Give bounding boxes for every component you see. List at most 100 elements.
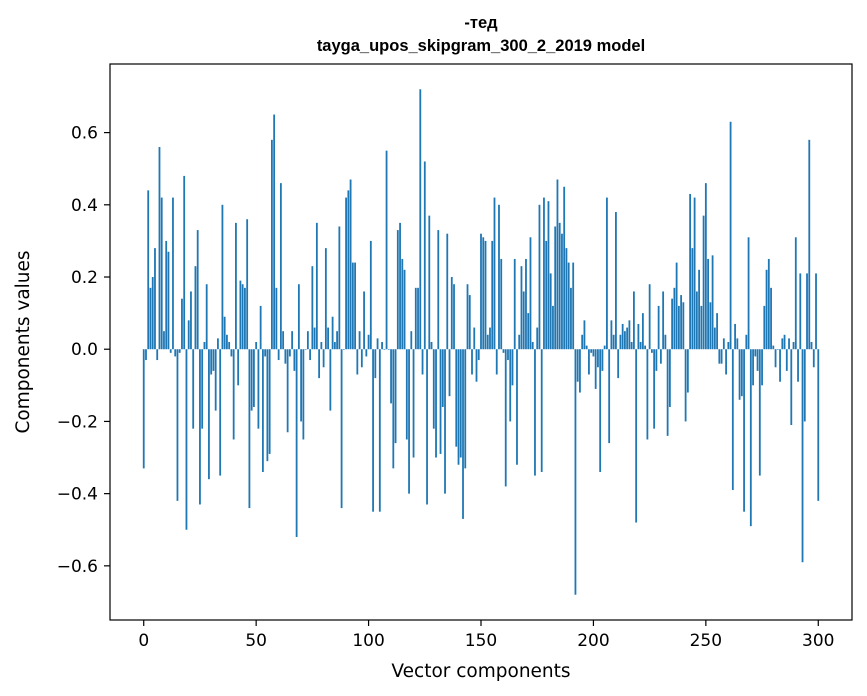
y-tick-label: −0.4: [57, 485, 98, 505]
bar-171: [527, 313, 530, 350]
bar-95: [356, 349, 359, 375]
bar-237: [675, 262, 678, 350]
bar-199: [590, 349, 593, 353]
bar-156: [493, 197, 496, 350]
bar-101: [369, 240, 372, 350]
bar-116: [403, 269, 406, 350]
bar-292: [799, 273, 802, 350]
bar-284: [781, 338, 784, 350]
bar-271: [752, 349, 754, 386]
chart-title-line-2: tayga_upos_skipgram_300_2_2019 model: [317, 37, 645, 55]
bar-11: [167, 251, 170, 350]
bar-82: [327, 327, 329, 350]
bar-142: [462, 349, 464, 519]
bar-170: [525, 258, 527, 350]
bar-266: [740, 349, 743, 397]
bar-207: [608, 349, 611, 444]
bar-8: [160, 197, 163, 350]
bar-104: [376, 338, 379, 350]
y-tick-label: −0.6: [57, 557, 98, 577]
bar-169: [522, 291, 525, 350]
bar-22: [192, 349, 195, 429]
chart-title-line-1: -тед: [464, 14, 498, 32]
bar-198: [588, 349, 590, 375]
bar-98: [363, 291, 365, 350]
bar-259: [725, 349, 727, 375]
bar-55: [266, 349, 269, 462]
bar-247: [698, 269, 700, 350]
bar-84: [331, 316, 334, 350]
bar-150: [480, 233, 482, 350]
bar-296: [808, 139, 811, 350]
bar-257: [720, 349, 723, 364]
bar-113: [396, 230, 399, 350]
bar-294: [803, 349, 806, 422]
bar-189: [567, 262, 570, 350]
bar-68: [295, 349, 298, 537]
bar-12: [169, 349, 172, 353]
bar-119: [410, 331, 413, 350]
bar-135: [446, 233, 449, 350]
bar-64: [286, 349, 289, 433]
bar-173: [531, 342, 534, 350]
bar-203: [599, 349, 602, 472]
y-axis: −0.6 −0.4 −0.2 0.0 0.2 0.4 0.6: [57, 124, 110, 577]
bar-80: [322, 349, 325, 368]
bar-186: [561, 233, 563, 350]
bar-221: [639, 342, 642, 350]
bar-121: [414, 287, 417, 350]
bar-180: [547, 201, 550, 350]
bar-110: [390, 349, 392, 404]
bar-100: [367, 334, 370, 350]
bar-286: [785, 349, 788, 371]
bar-99: [365, 349, 368, 357]
bar-297: [810, 342, 813, 350]
bar-52: [259, 305, 262, 350]
bar-13: [172, 197, 174, 350]
bar-293: [801, 349, 804, 563]
bar-62: [282, 331, 285, 350]
bar-174: [534, 349, 536, 476]
bar-91: [347, 190, 350, 350]
bar-254: [713, 327, 716, 350]
bar-21: [190, 291, 192, 350]
bar-181: [549, 273, 552, 350]
bar-33: [217, 338, 219, 350]
bar-172: [529, 237, 532, 350]
bar-140: [457, 349, 460, 465]
bar-251: [707, 258, 709, 350]
bar-157: [495, 349, 498, 375]
bar-177: [540, 349, 543, 472]
bar-287: [788, 338, 790, 350]
bar-26: [201, 349, 204, 429]
bar-229: [657, 305, 660, 350]
bar-139: [455, 349, 458, 447]
bar-112: [394, 349, 397, 444]
bar-290: [794, 237, 797, 350]
bar-94: [354, 262, 356, 350]
bar-111: [392, 349, 395, 469]
bar-71: [302, 349, 305, 440]
bar-194: [579, 349, 581, 393]
bar-57: [270, 139, 273, 350]
bar-143: [464, 349, 467, 469]
bar-67: [293, 349, 296, 371]
bar-249: [702, 215, 705, 350]
y-axis-label: Components values: [13, 250, 34, 433]
bar-43: [239, 280, 242, 350]
bar-232: [664, 334, 667, 350]
bar-202: [597, 349, 599, 368]
bar-233: [666, 349, 669, 436]
bar-231: [662, 291, 665, 350]
bar-159: [500, 258, 503, 350]
bar-58: [273, 114, 276, 350]
chart-title: -тед tayga_upos_skipgram_300_2_2019 mode…: [317, 14, 645, 55]
bar-176: [538, 204, 541, 350]
bar-137: [450, 277, 453, 350]
bar-14: [174, 349, 177, 357]
bar-123: [419, 89, 422, 350]
bar-240: [682, 302, 685, 350]
bar-89: [342, 349, 345, 350]
bar-276: [763, 305, 766, 350]
bar-103: [374, 349, 377, 379]
